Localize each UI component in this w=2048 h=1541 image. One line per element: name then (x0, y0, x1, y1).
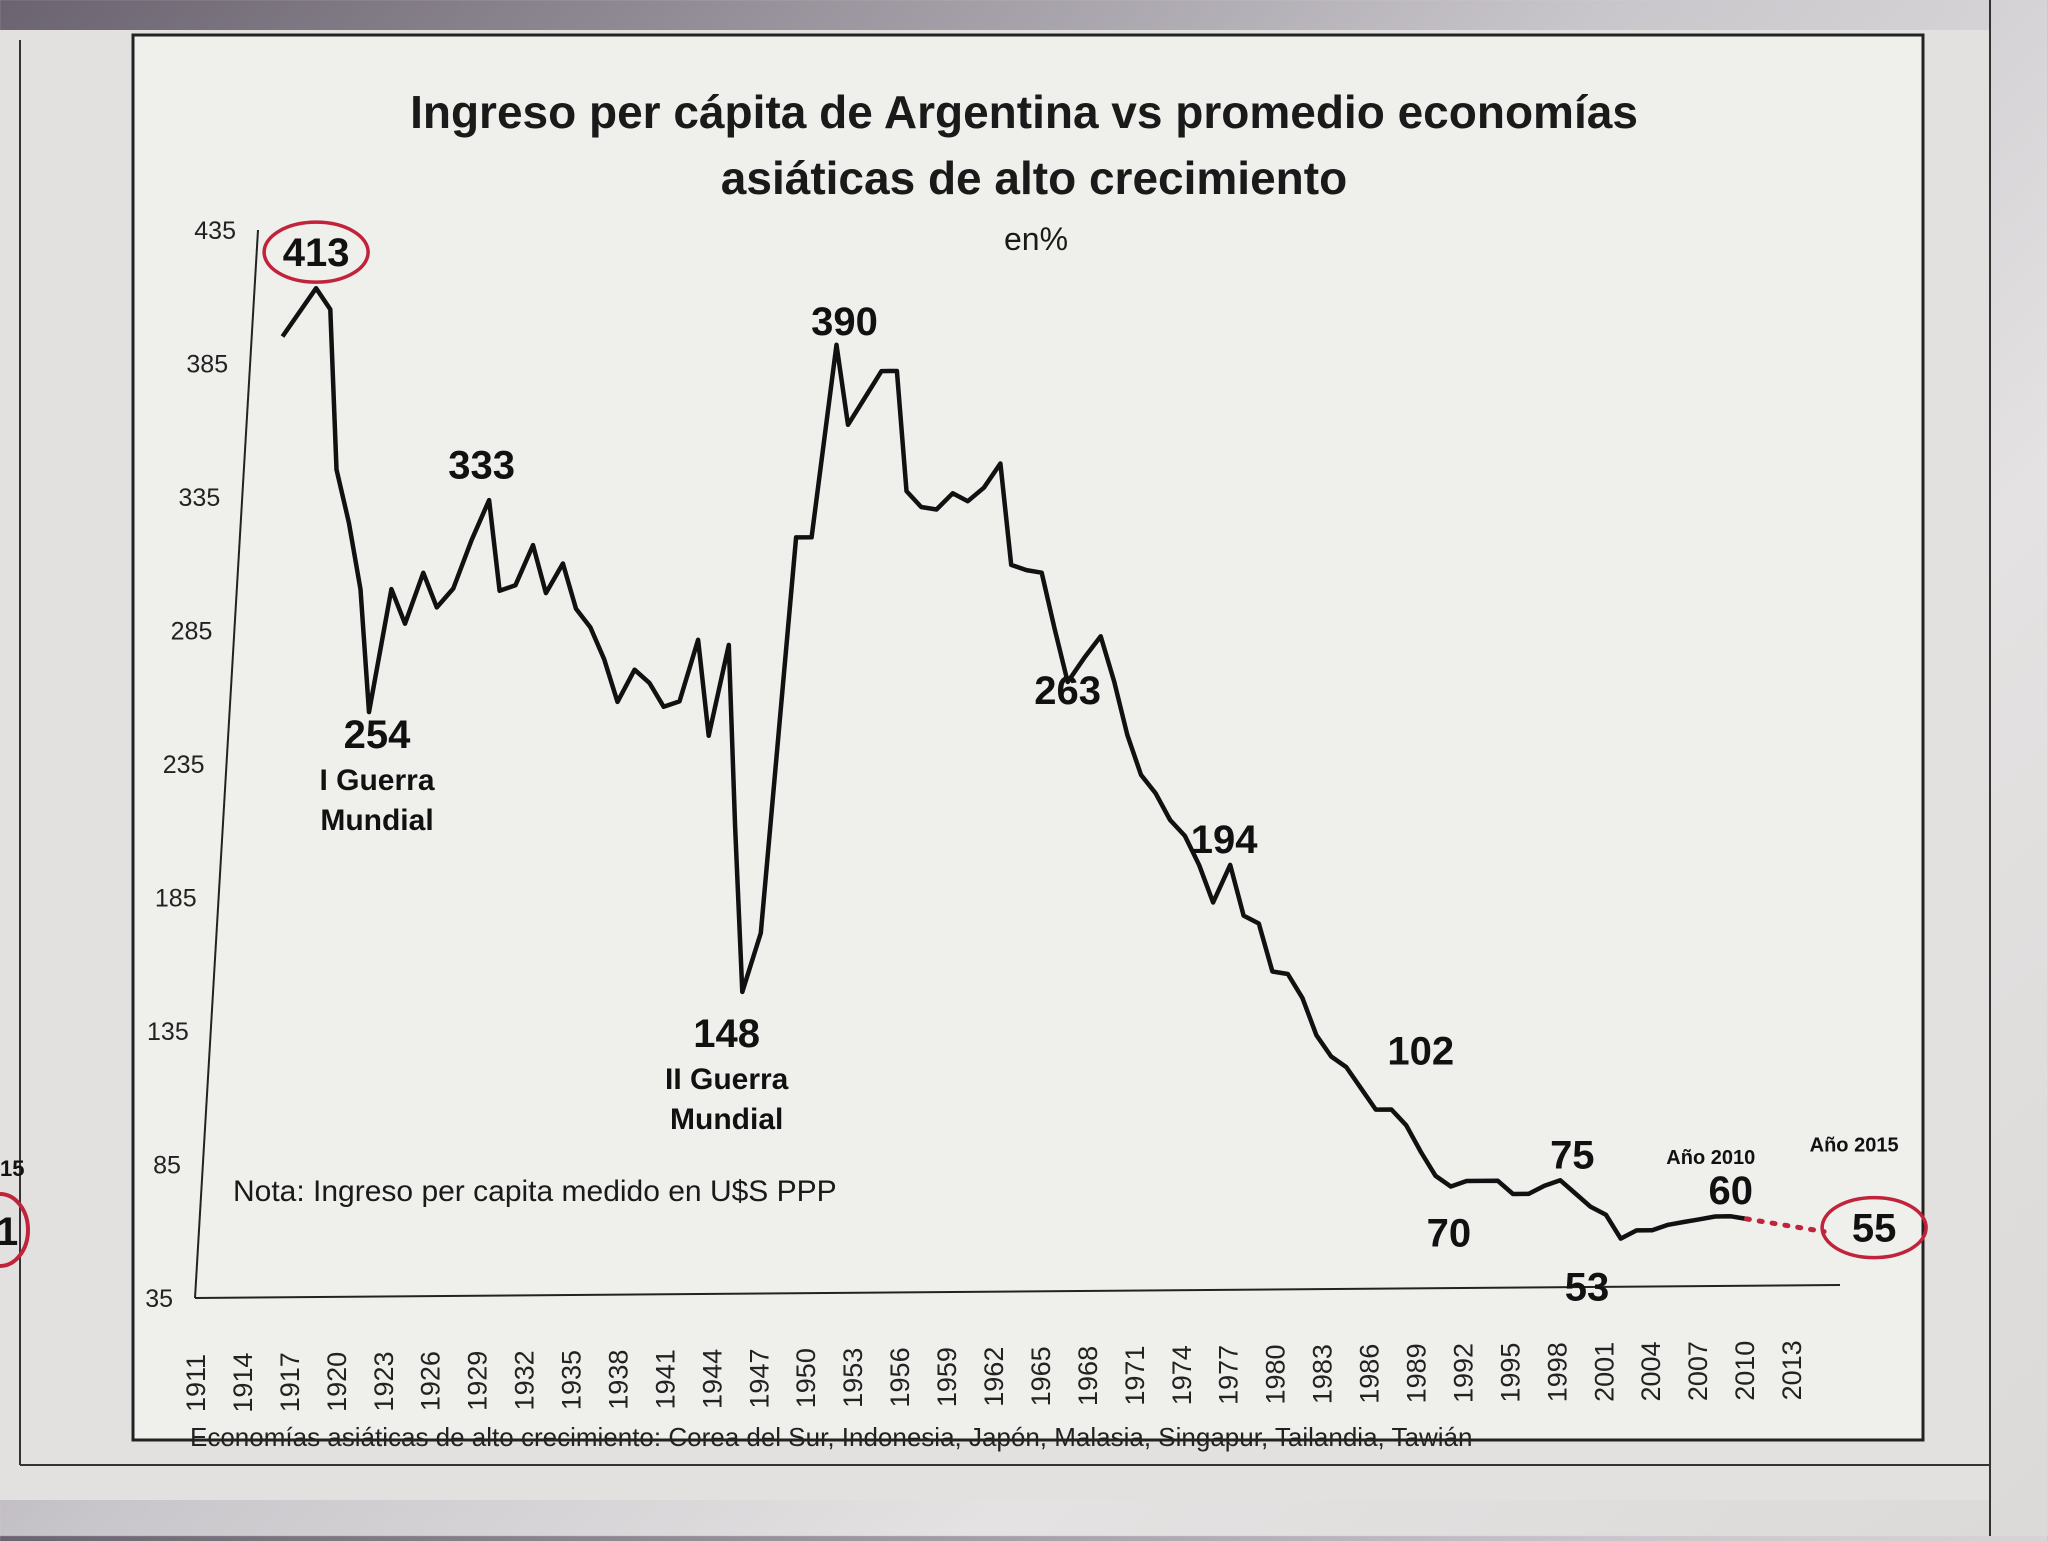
x-tick-label: 1926 (416, 1351, 446, 1411)
x-tick-label: 1956 (885, 1347, 915, 1407)
x-tick-label: 1965 (1026, 1346, 1056, 1406)
y-tick-labels: 435 385 335 285 235 185 135 85 35 (145, 217, 236, 1313)
x-tick-label: 1974 (1167, 1345, 1197, 1405)
annotation-label: Mundial (670, 1103, 783, 1136)
x-tick-label: 1917 (275, 1352, 305, 1412)
x-tick-label: 1971 (1120, 1346, 1150, 1406)
x-tick-label: 1977 (1214, 1345, 1244, 1405)
x-tick-label: 1938 (603, 1350, 633, 1410)
x-tick-label: 1944 (697, 1349, 727, 1409)
chart-title-line2: asiáticas de alto crecimiento (721, 152, 1347, 204)
chart-footer: Economías asiáticas de alto crecimiento:… (190, 1422, 1472, 1452)
y-tick-label: 285 (171, 618, 213, 646)
annotation-value: 148 (693, 1012, 760, 1056)
annotation-label: I Guerra (319, 764, 434, 797)
y-axis (194, 229, 259, 1299)
x-tick-label: 1980 (1261, 1344, 1291, 1404)
x-tick-label: 1989 (1402, 1343, 1432, 1403)
y-tick-label: 235 (163, 751, 205, 779)
x-tick-label: 1959 (932, 1347, 962, 1407)
x-tick-labels: 1911 1914 1917 1920 1923 1926 1929 1932 1935 1938… (181, 1340, 1807, 1412)
x-tick-label: 2007 (1683, 1341, 1713, 1401)
x-axis (194, 1284, 1841, 1299)
y-tick-label: 35 (145, 1285, 173, 1313)
annotation-value: 390 (811, 300, 878, 344)
x-tick-label: 1941 (650, 1349, 680, 1409)
annotation-value: 413 (283, 231, 350, 275)
annotation-value: 75 (1550, 1133, 1595, 1177)
x-tick-label: 1911 (181, 1354, 211, 1412)
y-tick-label: 335 (179, 484, 221, 512)
chart-title-line1: Ingreso per cápita de Argentina vs prome… (410, 86, 1638, 138)
x-tick-label: 1983 (1308, 1344, 1338, 1404)
annotation-value: 53 (1565, 1266, 1610, 1310)
annotation-value: 263 (1034, 669, 1101, 713)
annotation-value: 102 (1387, 1030, 1454, 1074)
x-tick-label: 2010 (1730, 1341, 1760, 1401)
x-tick-label: 2004 (1636, 1341, 1666, 1401)
y-tick-label: 135 (147, 1018, 189, 1046)
annotation-value: 60 (1709, 1169, 1754, 1213)
annotations: 413 254 I Guerra Mundial 333 148 II Guerra Mund… (262, 220, 1928, 1310)
x-tick-label: 1953 (838, 1348, 868, 1408)
annotation-value: 333 (448, 443, 515, 487)
x-tick-label: 1998 (1542, 1342, 1572, 1402)
x-tick-label: 2001 (1589, 1342, 1619, 1402)
x-tick-label: 1992 (1448, 1343, 1478, 1403)
series-line-argentina (280, 285, 1747, 1241)
y-tick-label: 385 (186, 351, 228, 379)
chart-subtitle: en% (1004, 221, 1068, 257)
chart-note: Nota: Ingreso per capita medido en U$S P… (233, 1175, 837, 1208)
highlight-circle (1820, 1195, 1928, 1260)
x-tick-label: 1914 (228, 1353, 258, 1413)
annotation-year-label: Año 2010 (1666, 1147, 1755, 1169)
annotation-value: 254 (344, 713, 411, 757)
edge-left-label: 15 (0, 1156, 24, 1181)
x-tick-label: 1932 (510, 1350, 540, 1410)
x-tick-label: 1923 (369, 1351, 399, 1411)
x-tick-label: 2013 (1777, 1340, 1807, 1400)
y-tick-label: 435 (194, 217, 236, 245)
highlight-circle (262, 220, 370, 284)
x-tick-label: 1968 (1073, 1346, 1103, 1406)
annotation-year-label: Año 2015 (1810, 1135, 1899, 1157)
annotation-label: II Guerra (665, 1063, 789, 1096)
x-tick-label: 1995 (1495, 1343, 1525, 1403)
y-tick-label: 185 (155, 885, 197, 913)
annotation-value: 70 (1427, 1212, 1472, 1256)
chart-frame (131, 33, 1925, 1442)
x-tick-label: 1929 (463, 1351, 493, 1411)
edge-left-circle (0, 1192, 30, 1268)
series-line-projection (1743, 1216, 1827, 1235)
y-tick-label: 85 (153, 1152, 181, 1180)
x-tick-label: 1947 (744, 1349, 774, 1409)
annotation-label: Mundial (320, 804, 433, 837)
x-tick-label: 1935 (557, 1350, 587, 1410)
x-tick-label: 1920 (322, 1352, 352, 1412)
edge-left-digit: 1 (0, 1210, 18, 1254)
annotation-value: 55 (1852, 1207, 1897, 1251)
x-tick-label: 1986 (1355, 1344, 1385, 1404)
x-tick-label: 1962 (979, 1347, 1009, 1407)
x-tick-label: 1950 (791, 1348, 821, 1408)
annotation-value: 194 (1191, 818, 1258, 862)
